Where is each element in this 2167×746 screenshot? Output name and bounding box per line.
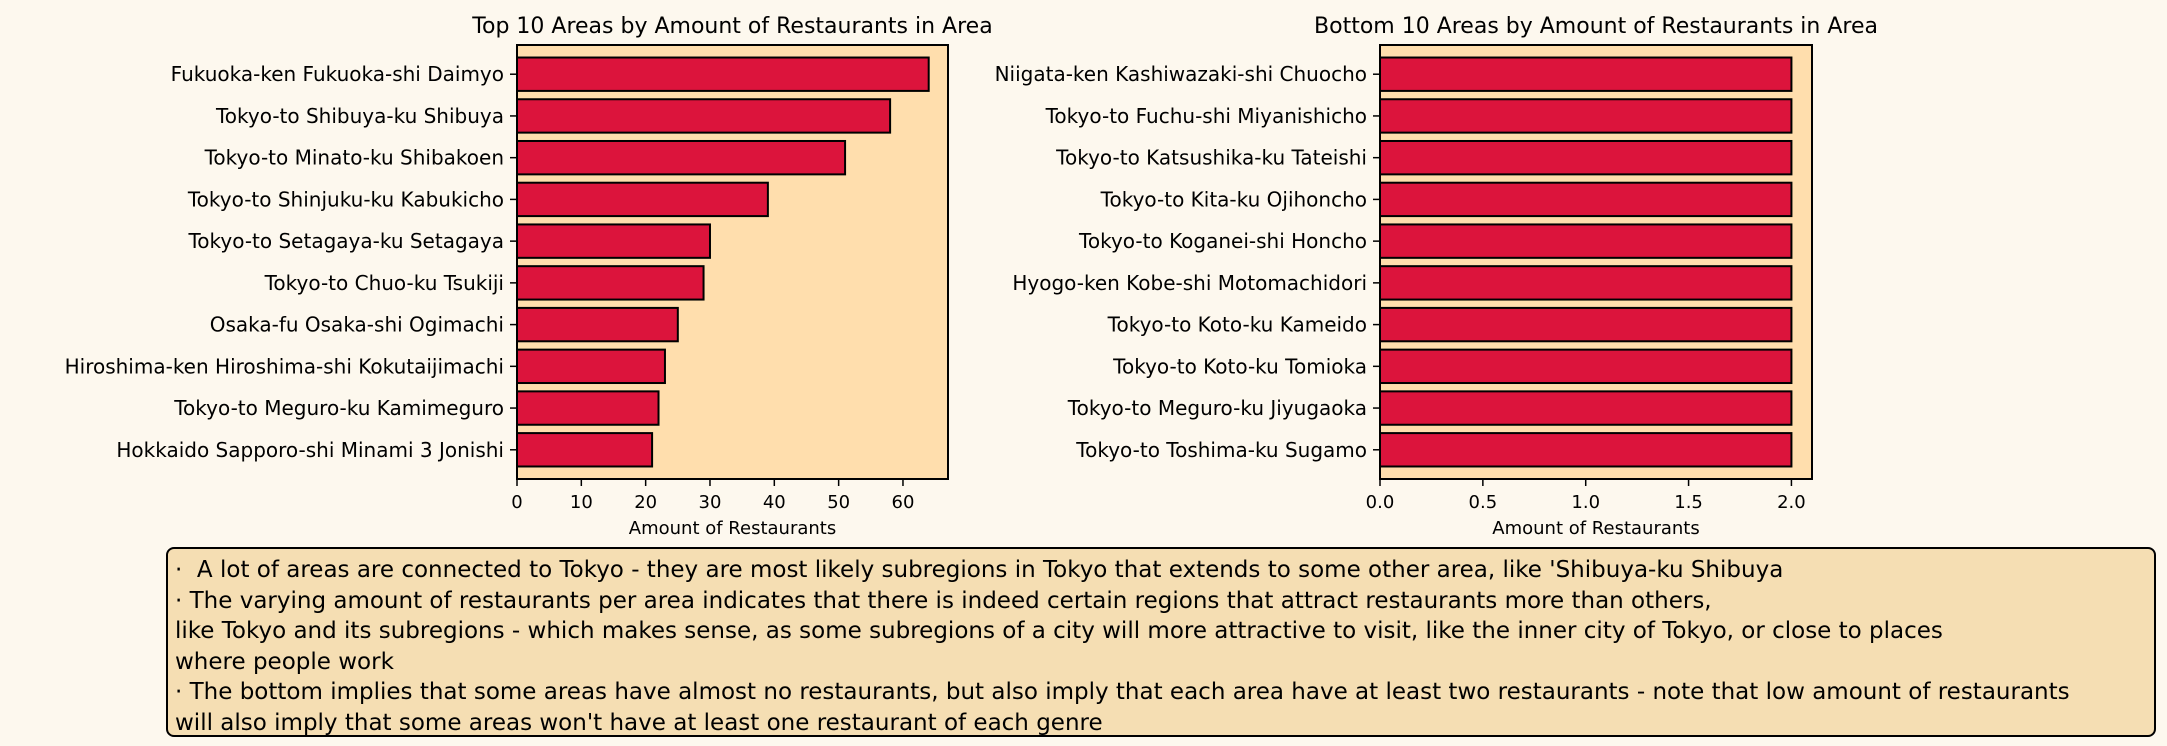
x-tick-label: 0.5 [1469, 492, 1498, 513]
chart-title: Top 10 Areas by Amount of Restaurants in… [471, 14, 992, 39]
y-tick-label: Hiroshima-ken Hiroshima-shi Kokutaijimac… [65, 354, 504, 378]
x-tick-label: 20 [634, 492, 657, 513]
y-tick-label: Tokyo-to Shinjuku-ku Kabukicho [187, 187, 504, 211]
x-tick-label: 50 [827, 492, 850, 513]
x-tick-label: 0 [511, 492, 522, 513]
axes-frame [516, 44, 949, 480]
y-tick-label: Tokyo-to Koto-ku Tomioka [1112, 354, 1367, 378]
bar [516, 139, 847, 176]
bar [516, 306, 679, 343]
bar [1379, 265, 1793, 301]
y-tick-label: Niigata-ken Kashiwazaki-shi Chuocho [995, 62, 1367, 86]
bar [1379, 181, 1793, 218]
chart-title: Bottom 10 Areas by Amount of Restaurants… [1314, 14, 1878, 39]
bar [516, 98, 892, 134]
note-line: where people work [175, 648, 394, 675]
axes-frame [1379, 44, 1813, 480]
note-line: · The bottom implies that some areas hav… [175, 679, 2070, 705]
x-axis-label: Amount of Restaurants [1492, 518, 1699, 539]
bar [516, 265, 705, 301]
bar [1379, 139, 1793, 176]
y-tick-label: Hyogo-ken Kobe-shi Motomachidori [1012, 271, 1367, 295]
x-tick-label: 2.0 [1777, 492, 1806, 513]
bar [1379, 306, 1793, 343]
bar [1379, 348, 1793, 385]
y-tick-label: Tokyo-to Toshima-ku Sugamo [1075, 438, 1367, 462]
y-tick-label: Tokyo-to Fuchu-shi Miyanishicho [1045, 104, 1367, 128]
y-tick-label: Tokyo-to Koganei-shi Honcho [1078, 229, 1367, 253]
bar [1379, 223, 1793, 259]
chart-bottom-10: Niigata-ken Kashiwazaki-shi Chuocho Tokyo… [995, 14, 1878, 539]
note-line: will also imply that some areas won't ha… [175, 709, 1103, 736]
y-tick-label: Tokyo-to Minato-ku Shibakoen [204, 146, 504, 170]
y-tick-label: Tokyo-to Kita-ku Ojihoncho [1100, 187, 1367, 211]
x-tick-label: 10 [570, 492, 593, 513]
x-tick-label: 1.5 [1674, 492, 1703, 513]
note-line: · A lot of areas are connected to Tokyo … [175, 557, 1784, 583]
x-tick-label: 1.0 [1571, 492, 1600, 513]
y-tick-label: Fukuoka-ken Fukuoka-shi Daimyo [171, 62, 504, 86]
y-tick-label: Osaka-fu Osaka-shi Ogimachi [210, 313, 504, 337]
x-tick-label: 60 [892, 492, 915, 513]
bar [1379, 56, 1793, 92]
bar [516, 348, 666, 385]
bar [516, 432, 654, 468]
y-tick-label: Tokyo-to Chuo-ku Tsukiji [264, 271, 504, 295]
note-line: · The varying amount of restaurants per … [175, 587, 1712, 614]
y-tick-label: Hokkaido Sapporo-shi Minami 3 Jonishi [116, 438, 504, 462]
bar [516, 390, 660, 426]
x-tick-label: 0.0 [1366, 492, 1395, 513]
charts-figure: Fukuoka-ken Fukuoka-shi Daimyo Tokyo-to S… [65, 14, 1878, 539]
bar [1379, 390, 1793, 426]
y-tick-label: Tokyo-to Meguro-ku Kamimeguro [173, 396, 504, 420]
bar [516, 181, 769, 218]
bar [1379, 432, 1793, 468]
y-tick-label: Tokyo-to Meguro-ku Jiyugaoka [1067, 396, 1367, 420]
y-tick-label: Tokyo-to Koto-ku Kameido [1107, 313, 1367, 337]
bar [1379, 98, 1793, 134]
bar [516, 56, 930, 92]
x-axis-label: Amount of Restaurants [629, 518, 836, 539]
chart-top-10: Fukuoka-ken Fukuoka-shi Daimyo Tokyo-to S… [65, 14, 993, 539]
note-line: like Tokyo and its subregions - which ma… [175, 618, 1943, 644]
x-tick-label: 40 [763, 492, 786, 513]
x-tick-label: 30 [699, 492, 722, 513]
observations-note-box: · A lot of areas are connected to Tokyo … [166, 547, 2156, 737]
bar [516, 223, 711, 259]
y-tick-label: Tokyo-to Shibuya-ku Shibuya [215, 104, 504, 128]
y-tick-label: Tokyo-to Katsushika-ku Tateishi [1055, 146, 1367, 170]
y-tick-label: Tokyo-to Setagaya-ku Setagaya [187, 229, 504, 253]
